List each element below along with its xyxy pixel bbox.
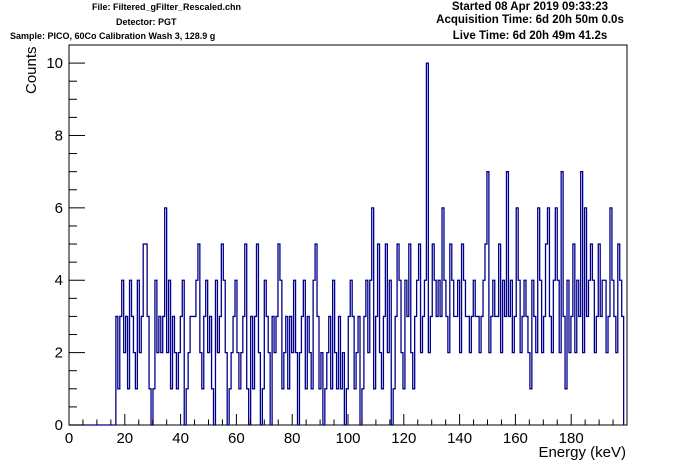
y-tick-label: 6: [55, 200, 63, 217]
x-axis-label: Energy (keV): [538, 444, 626, 461]
x-axis-ticks: 0 20 40 60 80 100 120 140 160 180: [65, 414, 614, 447]
x-tick-label: 100: [335, 430, 360, 447]
x-tick-label: 0: [65, 430, 73, 447]
y-axis-ticks: 0 2 4 6 8 10: [46, 55, 85, 434]
y-tick-label: 10: [46, 55, 63, 72]
sample-label: Sample: PICO, 60Co Calibration Wash 3, 1…: [10, 31, 216, 41]
y-tick-label: 2: [55, 345, 63, 362]
x-tick-label: 80: [284, 430, 301, 447]
x-tick-label: 20: [116, 430, 133, 447]
y-axis-label: Counts: [23, 46, 40, 94]
y-tick-label: 0: [55, 417, 63, 434]
acquisition-time-label: Acquisition Time: 6d 20h 50m 0.0s: [436, 14, 624, 26]
detector-label: Detector: PGT: [116, 17, 177, 27]
x-tick-label: 60: [228, 430, 245, 447]
y-tick-label: 4: [55, 272, 63, 289]
plot-area: [68, 44, 628, 426]
x-tick-label: 40: [172, 430, 189, 447]
file-label: File: Filtered_gFilter_Rescaled.chn: [92, 2, 242, 12]
started-label: Started 08 Apr 2019 09:33:23: [451, 1, 609, 13]
x-tick-label: 140: [447, 430, 472, 447]
histogram-series: [69, 62, 625, 426]
y-tick-label: 8: [55, 127, 63, 144]
x-tick-label: 180: [559, 430, 584, 447]
x-tick-label: 160: [503, 430, 528, 447]
x-tick-label: 120: [391, 430, 416, 447]
live-time-label: Live Time: 6d 20h 49m 41.2s: [452, 30, 608, 42]
